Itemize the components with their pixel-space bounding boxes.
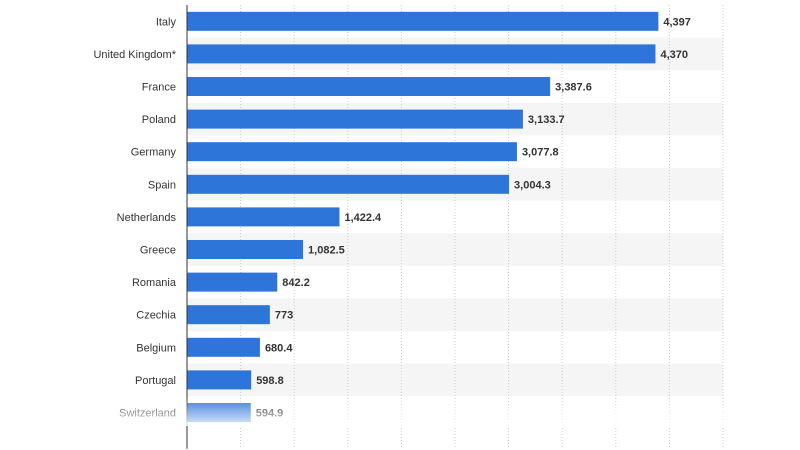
category-label: Netherlands [117,212,177,224]
bar [187,337,260,357]
value-label: 598.8 [256,375,284,387]
category-label: Switzerland [119,408,176,420]
category-label: Czechia [136,310,177,322]
value-label: 594.9 [256,408,284,420]
bar [187,109,523,129]
bar [187,370,252,390]
bars [187,11,659,422]
bar [187,272,278,292]
value-label: 1,422.4 [344,212,382,224]
value-label: 3,004.3 [514,179,551,191]
value-label: 4,397 [663,16,691,28]
bar [187,240,304,259]
category-label: Spain [148,179,176,191]
category-labels: Italy United Kingdom* France Poland Germany S… [93,16,176,419]
value-label: 680.4 [265,342,293,354]
category-label: Greece [140,245,176,257]
category-label: France [142,82,176,94]
value-label: 3,133.7 [528,114,565,126]
bar [187,77,551,96]
value-label: 3,387.6 [555,82,592,94]
category-label: Germany [131,147,177,159]
row-band [187,363,723,397]
value-label: 3,077.8 [522,147,559,159]
category-label: Belgium [136,342,176,354]
bar [187,142,517,162]
category-label: United Kingdom* [93,49,176,61]
bar [187,305,270,325]
bar [187,174,510,194]
category-label: Portugal [135,375,176,387]
bar [187,207,340,227]
category-label: Italy [156,16,177,28]
category-label: Romania [132,277,177,289]
bar [187,11,659,31]
value-label: 842.2 [282,277,310,289]
value-label: 1,082.5 [308,245,345,257]
bar [187,403,251,422]
bar [187,44,656,64]
category-label: Poland [142,114,176,126]
value-label: 4,370 [660,49,688,61]
value-labels: 4,397 4,370 3,387.6 3,133.7 3,077.8 3,004.3 1,… [256,16,691,419]
value-label: 773 [275,310,293,322]
